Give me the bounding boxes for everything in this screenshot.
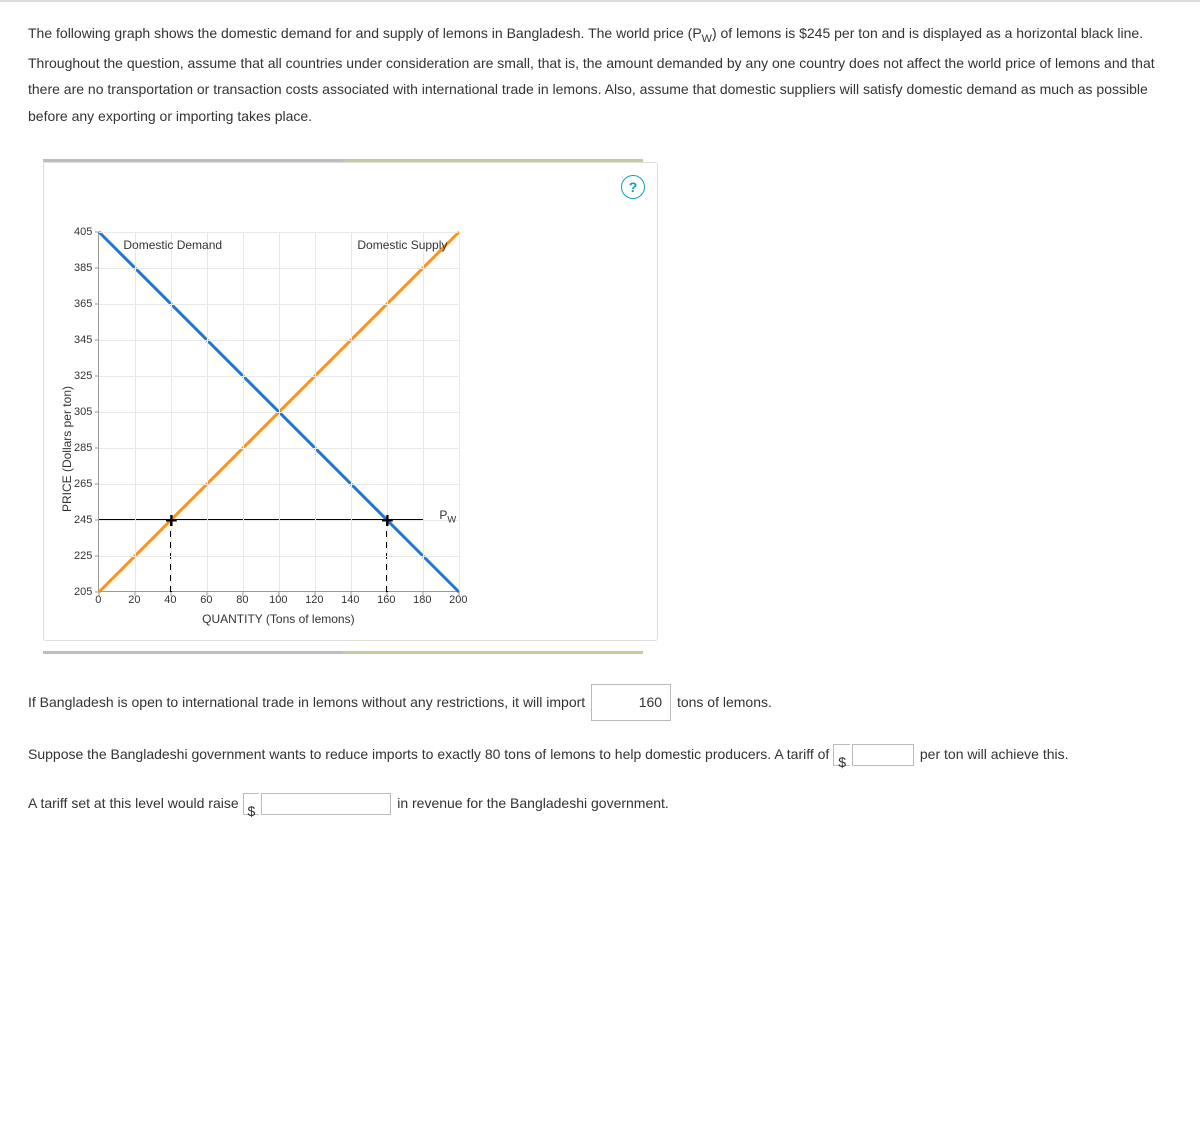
- questions-section: If Bangladesh is open to international t…: [28, 684, 1172, 818]
- q1-post: tons of lemons.: [677, 694, 772, 710]
- x-axis-label: QUANTITY (Tons of lemons): [98, 612, 458, 626]
- series-label: Domestic Supply: [357, 238, 447, 252]
- q2-post2: will achieve this.: [967, 746, 1068, 762]
- x-tick: 140: [341, 594, 359, 606]
- q3-post: in revenue for the Bangladeshi governmen…: [397, 795, 669, 811]
- x-tick: 0: [95, 594, 101, 606]
- gradient-divider-bottom: [43, 651, 643, 654]
- q1-answer-box[interactable]: 160: [591, 684, 671, 721]
- x-tick: 160: [377, 594, 395, 606]
- q3-pre: A tariff set at this level would raise: [28, 795, 239, 811]
- series-label: Domestic Demand: [123, 238, 222, 252]
- q2-tariff-input[interactable]: [852, 744, 914, 766]
- intro-text: The following graph shows the domestic d…: [28, 20, 1172, 129]
- x-tick: 60: [200, 594, 212, 606]
- question-1: If Bangladesh is open to international t…: [28, 684, 1172, 721]
- marker-icon[interactable]: +: [165, 510, 177, 530]
- y-axis-label: PRICE (Dollars per ton): [54, 346, 74, 512]
- q1-pre: If Bangladesh is open to international t…: [28, 694, 585, 710]
- content-area: The following graph shows the domestic d…: [0, 2, 1200, 843]
- q2-pre: Suppose the Bangladeshi government wants…: [28, 746, 829, 762]
- x-tick-labels: 020406080100120140160180200: [98, 592, 458, 608]
- question-2: Suppose the Bangladeshi government wants…: [28, 739, 1172, 770]
- x-tick: 80: [236, 594, 248, 606]
- plot-area[interactable]: + + Domestic Demand Domestic Supply PW: [98, 232, 458, 592]
- x-tick: 100: [269, 594, 287, 606]
- chart-card: ? PRICE (Dollars per ton) 40538536534532…: [43, 162, 658, 641]
- marker-icon[interactable]: +: [381, 510, 393, 530]
- y-tick-labels: 405385365345325305285265245225205: [74, 232, 98, 592]
- q2-units: per ton: [920, 746, 964, 762]
- x-tick: 200: [449, 594, 467, 606]
- q3-revenue-input[interactable]: [261, 793, 391, 815]
- q2-currency: $: [833, 744, 850, 766]
- x-tick: 120: [305, 594, 323, 606]
- chart-wrapper: PRICE (Dollars per ton) 4053853653453253…: [54, 232, 643, 626]
- x-tick: 40: [164, 594, 176, 606]
- help-button[interactable]: ?: [621, 175, 645, 199]
- x-tick: 180: [413, 594, 431, 606]
- q3-currency: $: [243, 793, 260, 815]
- series-label: PW: [439, 508, 456, 524]
- x-tick: 20: [128, 594, 140, 606]
- question-3: A tariff set at this level would raise $…: [28, 788, 1172, 819]
